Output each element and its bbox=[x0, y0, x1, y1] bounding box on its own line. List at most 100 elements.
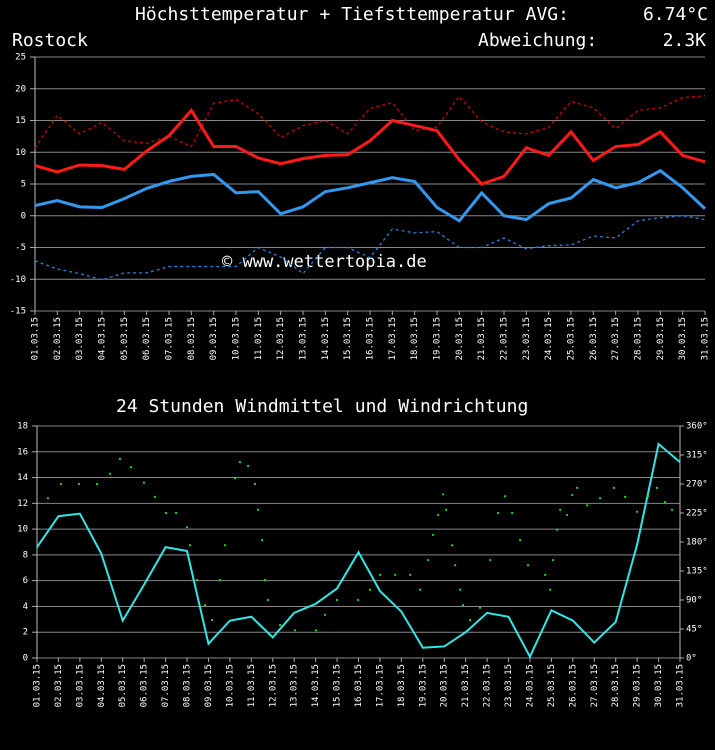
y-tick-label: 0 bbox=[21, 211, 26, 221]
x-tick-label: 19.03.15 bbox=[433, 317, 443, 360]
x-tick-label: 13.03.15 bbox=[290, 664, 300, 707]
title-part: und bbox=[355, 396, 388, 417]
direction-dot bbox=[556, 528, 559, 531]
x-tick-label: 17.03.15 bbox=[388, 317, 398, 360]
title-part: Windrichtung bbox=[398, 396, 528, 417]
direction-dot bbox=[458, 588, 462, 591]
title-part: Abweichung: bbox=[478, 30, 597, 51]
x-tick-label: 16.03.15 bbox=[354, 664, 364, 707]
direction-dot bbox=[164, 511, 168, 515]
x-tick-label: 08.03.15 bbox=[187, 317, 197, 360]
direction-dot bbox=[233, 477, 237, 480]
y2-tick-label: 90° bbox=[686, 596, 702, 606]
x-tick-label: 26.03.15 bbox=[568, 664, 578, 707]
direction-dot bbox=[445, 508, 448, 511]
x-tick-label: 12.03.15 bbox=[276, 317, 286, 360]
direction-dot bbox=[218, 578, 222, 582]
x-tick-label: 27.03.15 bbox=[590, 664, 600, 707]
title-part: 2.3K bbox=[663, 30, 707, 51]
direction-dot bbox=[504, 495, 507, 498]
direction-dot bbox=[636, 510, 639, 513]
x-tick-label: 25.03.15 bbox=[567, 317, 577, 360]
direction-dot bbox=[655, 486, 659, 489]
direction-dot bbox=[238, 460, 242, 464]
x-tick-label: 15.03.15 bbox=[343, 317, 353, 360]
x-tick-label: 15.03.15 bbox=[333, 664, 343, 707]
x-tick-label: 09.03.15 bbox=[204, 664, 214, 707]
direction-dot bbox=[379, 573, 382, 576]
direction-dot bbox=[129, 466, 132, 469]
direction-dot bbox=[496, 511, 500, 515]
direction-dot bbox=[552, 558, 555, 562]
direction-dot bbox=[461, 604, 465, 607]
x-tick-label: 13.03.15 bbox=[299, 317, 309, 360]
title-part: + bbox=[319, 4, 330, 25]
direction-dot bbox=[196, 578, 199, 582]
direction-dot bbox=[559, 508, 562, 511]
direction-dot bbox=[314, 629, 318, 632]
y2-tick-label: 45° bbox=[686, 625, 702, 635]
y2-tick-label: 315° bbox=[686, 451, 708, 461]
direction-dot bbox=[95, 482, 99, 486]
location: Rostock bbox=[12, 30, 88, 51]
y-tick-label: 15 bbox=[15, 116, 26, 126]
direction-dot bbox=[356, 598, 360, 602]
direction-dot bbox=[663, 500, 667, 504]
x-tick-label: 07.03.15 bbox=[165, 317, 175, 360]
direction-dot bbox=[256, 508, 260, 511]
watermark: © www.wettertopia.de bbox=[222, 252, 427, 272]
direction-dot bbox=[108, 472, 112, 475]
direction-dot bbox=[211, 618, 214, 622]
direction-dot bbox=[436, 513, 440, 517]
x-tick-label: 21.03.15 bbox=[477, 317, 487, 360]
direction-dot bbox=[253, 482, 257, 486]
direction-dot bbox=[442, 493, 445, 496]
direction-dot bbox=[469, 618, 472, 622]
direction-dot bbox=[59, 482, 63, 486]
direction-dot bbox=[394, 573, 397, 576]
x-tick-label: 06.03.15 bbox=[142, 317, 152, 360]
x-tick-label: 31.03.15 bbox=[676, 664, 686, 707]
direction-dot bbox=[175, 511, 178, 515]
y-tick-label: 8 bbox=[23, 550, 28, 560]
x-tick-label: 12.03.15 bbox=[268, 664, 278, 707]
direction-dot bbox=[260, 538, 264, 542]
direction-dot bbox=[431, 533, 435, 537]
x-tick-label: 10.03.15 bbox=[225, 664, 235, 707]
direction-dot bbox=[263, 578, 267, 582]
direction-dot bbox=[427, 558, 430, 562]
y2-tick-label: 0° bbox=[686, 654, 697, 664]
y2-tick-label: 180° bbox=[686, 538, 708, 548]
x-tick-label: 05.03.15 bbox=[120, 317, 130, 360]
y-tick-label: 10 bbox=[15, 148, 26, 158]
title-part: Windmittel bbox=[235, 396, 343, 417]
x-tick-label: 20.03.15 bbox=[455, 317, 465, 360]
direction-dot bbox=[511, 511, 514, 515]
direction-dot bbox=[526, 564, 530, 567]
title-part: AVG: bbox=[526, 4, 569, 25]
direction-dot bbox=[153, 495, 156, 498]
x-tick-label: 18.03.15 bbox=[410, 317, 420, 360]
x-tick-label: 30.03.15 bbox=[678, 317, 688, 360]
y-tick-label: 12 bbox=[17, 499, 28, 509]
x-tick-label: 05.03.15 bbox=[118, 664, 128, 707]
y-tick-label: 14 bbox=[17, 473, 28, 483]
direction-dot bbox=[565, 513, 569, 517]
dashed-line bbox=[34, 215, 706, 281]
y-tick-label: 25 bbox=[15, 53, 26, 63]
dashed-line bbox=[34, 95, 706, 149]
y-tick-label: 16 bbox=[17, 447, 28, 457]
direction-dot bbox=[188, 544, 192, 547]
direction-dot bbox=[478, 606, 482, 609]
x-tick-label: 04.03.15 bbox=[98, 317, 108, 360]
direction-dot bbox=[624, 495, 627, 498]
direction-dot bbox=[418, 588, 422, 591]
direction-dot bbox=[142, 481, 146, 484]
y-tick-label: 0 bbox=[23, 654, 28, 664]
direction-dot bbox=[293, 629, 297, 632]
y-tick-label: 10 bbox=[17, 525, 28, 535]
x-tick-label: 17.03.15 bbox=[375, 664, 385, 707]
direction-dot bbox=[670, 508, 674, 511]
y-tick-label: -15 bbox=[10, 307, 26, 317]
direction-dot bbox=[368, 588, 372, 591]
